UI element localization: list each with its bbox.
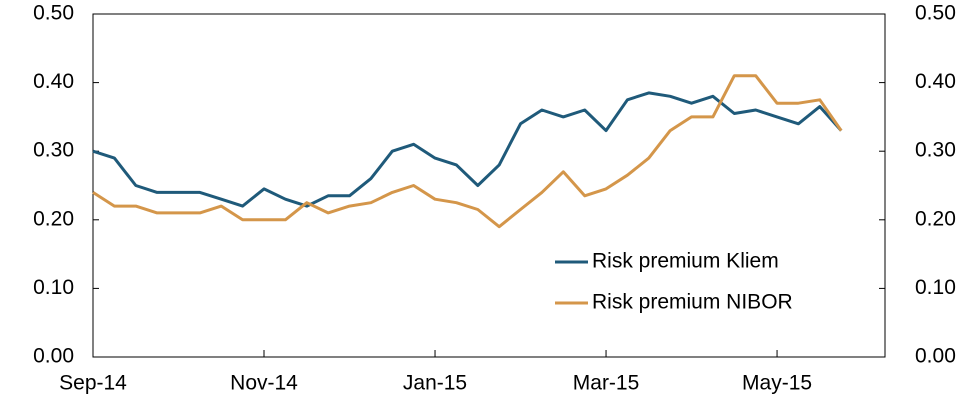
y-tick-label: 0.40 <box>33 70 74 93</box>
y2-tick-label: 0.40 <box>915 70 956 93</box>
series-line <box>92 74 843 229</box>
y2-tick-label: 0.00 <box>915 345 956 368</box>
legend-label: Risk premium NIBOR <box>592 291 793 314</box>
y2-tick-label: 0.30 <box>915 139 956 162</box>
y-tick-label: 0.20 <box>33 207 74 230</box>
x-tick-label: Nov-14 <box>230 372 298 395</box>
y2-tick-label: 0.10 <box>915 276 956 299</box>
legend-label: Risk premium Kliem <box>592 250 779 273</box>
x-tick-label: Jan-15 <box>403 372 467 395</box>
y2-tick-label: 0.50 <box>915 2 956 25</box>
x-tick-label: May-15 <box>742 372 812 395</box>
y-tick-label: 0.30 <box>33 139 74 162</box>
x-tick-label: Sep-14 <box>59 372 127 395</box>
y-tick-label: 0.00 <box>33 345 74 368</box>
x-tick-label: Mar-15 <box>573 372 640 395</box>
y-tick-label: 0.50 <box>33 2 74 25</box>
plot-frame <box>92 13 886 358</box>
y-tick-label: 0.10 <box>33 276 74 299</box>
y2-tick-label: 0.20 <box>915 207 956 230</box>
series-line <box>92 91 843 208</box>
